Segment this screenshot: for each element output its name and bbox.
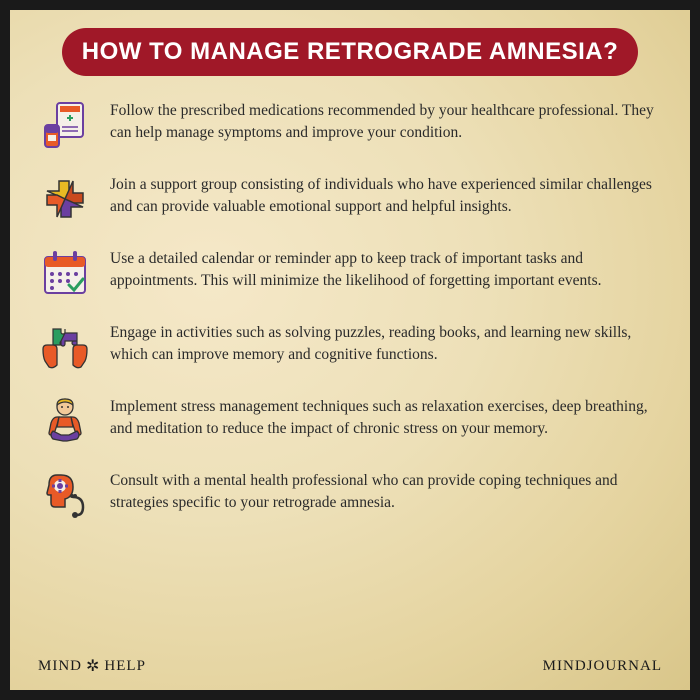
item-text: Follow the prescribed medications recomm…: [110, 98, 662, 145]
list-item: Implement stress management techniques s…: [38, 394, 662, 448]
title-banner: HOW TO MANAGE RETROGRADE AMNESIA?: [62, 28, 639, 76]
mental-health-icon: [38, 468, 92, 522]
item-text: Consult with a mental health professiona…: [110, 468, 662, 515]
medication-icon: [38, 98, 92, 152]
list-item: Consult with a mental health professiona…: [38, 468, 662, 522]
list-item: Engage in activities such as solving puz…: [38, 320, 662, 374]
puzzle-hands-icon: [38, 320, 92, 374]
item-text: Join a support group consisting of indiv…: [110, 172, 662, 219]
list-item: Use a detailed calendar or reminder app …: [38, 246, 662, 300]
brand-mindjournal: MINDJOURNAL: [543, 658, 662, 675]
support-hands-icon: [38, 172, 92, 226]
item-text: Use a detailed calendar or reminder app …: [110, 246, 662, 293]
item-text: Implement stress management techniques s…: [110, 394, 662, 441]
item-text: Engage in activities such as solving puz…: [110, 320, 662, 367]
footer: MIND✲HELP MINDJOURNAL: [38, 656, 662, 676]
brand-icon: ✲: [86, 656, 100, 676]
list-item: Join a support group consisting of indiv…: [38, 172, 662, 226]
calendar-icon: [38, 246, 92, 300]
brand-mindhelp: MIND✲HELP: [38, 656, 146, 676]
list-item: Follow the prescribed medications recomm…: [38, 98, 662, 152]
infographic-container: HOW TO MANAGE RETROGRADE AMNESIA? Follow…: [10, 10, 690, 592]
meditation-icon: [38, 394, 92, 448]
